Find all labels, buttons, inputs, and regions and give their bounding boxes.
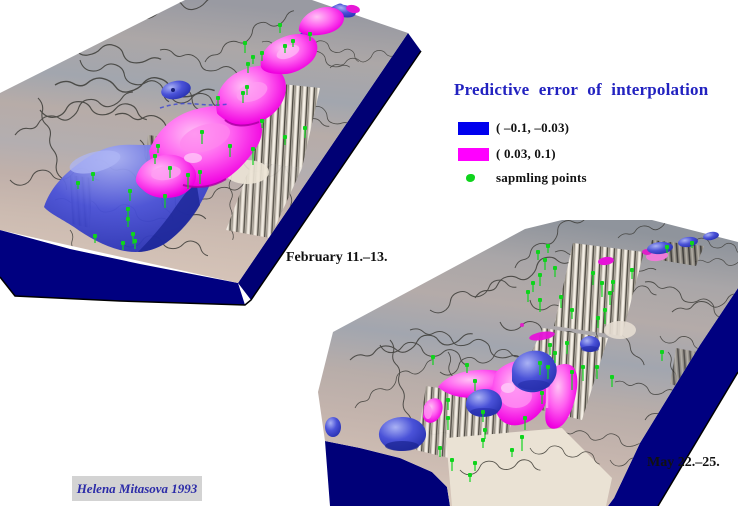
legend-row-sampling: sapmling points xyxy=(458,170,587,186)
legend-label-sampling: sapmling points xyxy=(496,170,587,185)
figure-title: Predictive error of interpolation xyxy=(454,80,709,99)
may-side-bottom-edge xyxy=(657,371,738,506)
legend-label-positive: ( 0.03, 0.1) xyxy=(496,146,556,161)
feb-front-side-face xyxy=(0,230,245,305)
may-error-isosurface-negative xyxy=(325,231,719,451)
legend-swatch-positive xyxy=(458,147,489,161)
legend-swatch-negative xyxy=(458,121,489,135)
feb-right-side-face xyxy=(238,33,421,300)
may-sampling-points xyxy=(431,241,694,482)
legend-row-positive: ( 0.03, 0.1) xyxy=(458,146,556,162)
legend-row-negative: ( –0.1, –0.03) xyxy=(458,120,569,136)
feb-error-isosurface-positive xyxy=(135,4,360,198)
terrain-view-may xyxy=(318,220,738,506)
caption-february: February 11.–13. xyxy=(286,250,388,265)
may-left-side-face xyxy=(325,441,450,506)
terrain-view-february xyxy=(0,0,422,306)
caption-may: May 22.–25. xyxy=(647,455,720,470)
credit-badge: Helena Mitasova 1993 xyxy=(72,476,202,501)
may-right-side-face xyxy=(608,288,738,506)
legend-label-negative: ( –0.1, –0.03) xyxy=(496,120,570,135)
feb-sampling-points xyxy=(76,23,312,250)
sampling-point-icon xyxy=(466,174,475,182)
feb-side-bottom-edge xyxy=(0,50,422,306)
feb-blue-detail-blobs xyxy=(159,80,229,109)
